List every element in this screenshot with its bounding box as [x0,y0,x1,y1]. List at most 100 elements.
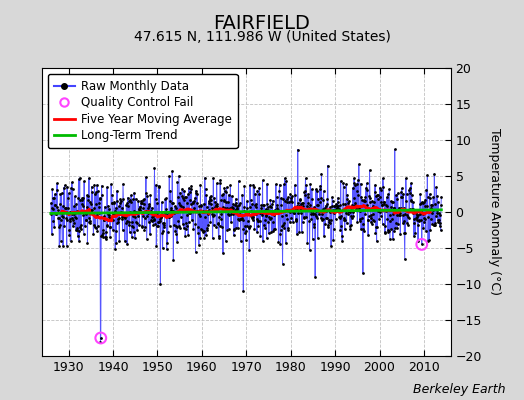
Point [134,197,143,204]
Point [162,246,171,252]
Point [129,229,138,236]
Point [233,204,241,211]
Point [337,223,345,229]
Point [346,226,355,232]
Point [425,195,434,202]
Point [127,199,135,205]
Point [334,199,342,205]
Point [146,192,155,198]
Point [203,227,212,233]
Point [193,200,201,206]
Point [146,231,154,237]
Point [245,224,253,230]
Point [96,338,105,345]
Point [172,224,181,230]
Point [190,205,198,211]
Point [248,214,256,221]
Point [384,227,392,234]
Point [304,194,312,200]
Point [170,222,179,228]
Point [373,224,381,230]
Point [234,178,243,184]
Point [159,222,168,228]
Point [132,209,140,215]
Text: Berkeley Earth: Berkeley Earth [413,383,506,396]
Point [260,202,269,208]
Point [94,188,102,194]
Point [82,210,90,217]
Point [140,196,148,202]
Point [308,196,316,202]
Point [135,222,144,228]
Point [242,209,250,216]
Point [138,223,146,229]
Point [351,182,359,188]
Point [269,228,277,234]
Point [223,226,231,233]
Point [325,217,333,223]
Point [143,235,151,242]
Point [357,214,366,221]
Point [228,210,237,217]
Point [59,203,67,210]
Point [339,201,347,208]
Point [187,182,195,189]
Point [84,196,92,203]
Point [405,214,413,221]
Point [232,199,241,206]
Point [227,193,236,199]
Point [267,204,275,211]
Point [233,203,241,209]
Point [372,224,380,230]
Point [226,204,234,211]
Point [430,222,438,228]
Point [143,213,151,220]
Point [250,184,258,190]
Point [393,196,401,203]
Point [220,197,228,203]
Point [345,208,353,214]
Point [303,240,312,246]
Point [415,216,423,223]
Point [76,197,84,204]
Point [110,200,118,206]
Point [124,219,133,225]
Point [90,222,98,228]
Point [99,226,107,233]
Point [422,206,431,213]
Point [71,215,80,221]
Point [102,233,111,240]
Point [194,210,203,217]
Point [435,220,444,226]
Point [180,225,188,231]
Point [382,208,390,214]
Point [355,218,364,224]
Point [165,214,173,220]
Point [117,198,125,204]
Point [59,214,68,220]
Point [227,206,236,212]
Point [369,203,377,210]
Point [254,223,263,229]
Point [150,210,159,216]
Point [417,217,425,224]
Point [248,217,257,223]
Point [63,217,72,223]
Point [294,210,303,216]
Point [282,240,290,246]
Point [346,207,355,213]
Point [236,216,245,222]
Point [230,232,238,239]
Point [400,256,409,263]
Point [301,188,309,195]
Point [387,226,395,232]
Point [424,207,433,213]
Point [270,207,279,213]
Point [312,186,320,193]
Point [107,181,115,187]
Point [103,222,111,229]
Point [148,213,157,220]
Point [428,202,436,209]
Point [283,216,291,222]
Point [358,196,366,203]
